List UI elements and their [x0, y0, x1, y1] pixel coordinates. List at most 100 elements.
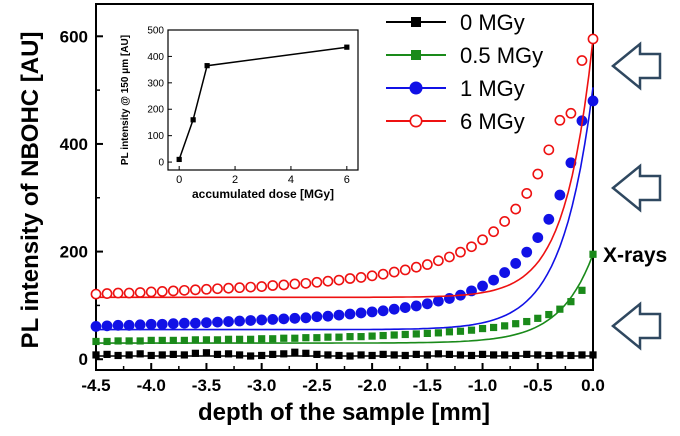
inset-chart: 0 2 4 6 0 100 200 300 400 500 accumulated dose [… — [120, 26, 359, 201]
data-point-1-mgy — [322, 310, 334, 322]
data-point-0-5-mgy — [335, 333, 343, 341]
inset-data-point — [344, 44, 350, 50]
data-point-0-5-mgy — [368, 332, 376, 340]
data-point-0-mgy — [202, 349, 211, 357]
data-point-6-mgy — [123, 287, 135, 299]
data-point-1-mgy — [510, 258, 522, 269]
data-point-6-mgy — [587, 33, 599, 45]
main-y-tick-label: 0 — [79, 350, 88, 369]
data-point-0-mgy — [92, 351, 100, 359]
data-point-0-5-mgy — [357, 333, 365, 341]
inset-x-tick-label: 0 — [176, 174, 182, 186]
data-point-0-mgy — [467, 351, 476, 360]
data-point-0-mgy — [401, 351, 409, 360]
main-x-tick-label: 0.0 — [581, 376, 605, 395]
data-point-0-mgy — [136, 350, 144, 358]
hollow-left-arrow-icon — [611, 41, 662, 91]
data-point-1-mgy — [245, 315, 257, 326]
data-point-0-5-mgy — [523, 317, 531, 326]
data-point-0-mgy — [103, 350, 111, 358]
inset-x-ticks: 0 2 4 6 — [176, 166, 350, 186]
main-y-tick-label: 200 — [60, 243, 88, 262]
hollow-left-arrow-icon — [611, 163, 662, 213]
data-point-0-mgy — [169, 350, 177, 358]
data-point-6-mgy — [145, 286, 157, 298]
data-point-6-mgy — [245, 281, 257, 293]
data-point-0-5-mgy — [180, 336, 188, 344]
inset-x-tick-label: 6 — [344, 174, 350, 186]
data-point-6-mgy — [267, 280, 279, 291]
data-point-0-5-mgy — [412, 330, 420, 338]
data-point-0-5-mgy — [478, 324, 487, 333]
data-point-0-5-mgy — [379, 331, 387, 340]
data-point-6-mgy — [488, 226, 499, 238]
data-point-0-mgy — [258, 351, 266, 360]
data-point-6-mgy — [112, 287, 124, 299]
data-point-0-5-mgy — [556, 305, 564, 313]
data-point-0-mgy — [490, 351, 498, 359]
legend-marker-0-5-mgy — [411, 50, 421, 60]
data-point-0-mgy — [114, 351, 122, 360]
data-point-6-mgy — [223, 282, 234, 294]
data-point-1-mgy — [278, 313, 290, 325]
data-point-6-mgy — [399, 264, 411, 276]
main-series-group — [90, 33, 599, 360]
main-y-axis-label: PL intensity of NBOHC [AU] — [17, 32, 44, 349]
data-point-6-mgy — [178, 284, 190, 296]
data-point-1-mgy — [477, 280, 488, 292]
data-point-6-mgy — [289, 278, 301, 290]
data-point-0-5-mgy — [423, 329, 431, 337]
data-point-0-mgy — [291, 348, 299, 356]
data-point-1-mgy — [101, 320, 113, 332]
inset-data-point — [176, 156, 182, 163]
data-point-1-mgy — [521, 246, 533, 258]
data-point-0-5-mgy — [490, 323, 498, 332]
inset-data-point — [204, 63, 210, 69]
main-x-tick-label: -0.5 — [523, 376, 552, 395]
data-point-0-5-mgy — [534, 314, 542, 322]
data-point-0-mgy — [313, 350, 321, 358]
main-x-ticks: -4.5 -4.0 -3.5 -3.0 -2.5 -2.0 -1.5 -1.0 -0.5 0.0 — [81, 363, 605, 395]
data-point-6-mgy — [134, 287, 146, 298]
data-point-0-mgy — [523, 350, 531, 358]
legend-marker-1-mgy — [409, 81, 423, 95]
data-point-0-5-mgy — [147, 336, 155, 344]
data-point-0-mgy — [302, 349, 310, 357]
data-point-0-mgy — [379, 350, 387, 358]
data-point-1-mgy — [366, 306, 378, 318]
data-point-1-mgy — [267, 314, 279, 325]
data-point-1-mgy — [134, 319, 146, 331]
data-point-0-5-mgy — [125, 337, 133, 345]
data-point-0-mgy — [578, 351, 586, 359]
hollow-left-arrow-icon — [611, 301, 662, 351]
data-point-0-5-mgy — [169, 336, 177, 344]
legend-label-6-mgy: 6 MGy — [460, 109, 525, 134]
data-point-6-mgy — [532, 168, 544, 180]
data-point-6-mgy — [377, 268, 389, 280]
data-point-1-mgy — [234, 315, 245, 327]
inset-y-axis-label: PL intensity @ 150 μm [AU] — [120, 35, 131, 165]
data-point-0-5-mgy — [346, 333, 354, 341]
main-x-tick-label: -4.0 — [137, 376, 166, 395]
data-point-1-mgy — [499, 267, 511, 278]
data-point-1-mgy — [410, 300, 422, 312]
inset-x-tick-label: 4 — [288, 174, 294, 186]
data-point-6-mgy — [333, 274, 345, 286]
main-y-tick-label: 400 — [60, 135, 88, 154]
data-point-0-mgy — [412, 350, 420, 358]
data-point-6-mgy — [466, 241, 477, 253]
data-point-6-mgy — [554, 114, 566, 126]
data-point-6-mgy — [410, 261, 422, 273]
data-point-0-5-mgy — [213, 336, 222, 344]
data-point-1-mgy — [432, 295, 444, 307]
data-point-0-mgy — [589, 351, 597, 359]
data-point-6-mgy — [101, 288, 113, 299]
data-point-0-mgy — [368, 351, 376, 360]
data-point-0-mgy — [125, 351, 133, 359]
data-point-6-mgy — [300, 277, 312, 289]
data-point-0-5-mgy — [258, 335, 266, 343]
data-point-0-5-mgy — [578, 286, 586, 294]
data-point-6-mgy — [366, 270, 378, 282]
inset-y-tick-label: 200 — [147, 105, 164, 116]
main-x-tick-label: -2.5 — [302, 376, 331, 395]
